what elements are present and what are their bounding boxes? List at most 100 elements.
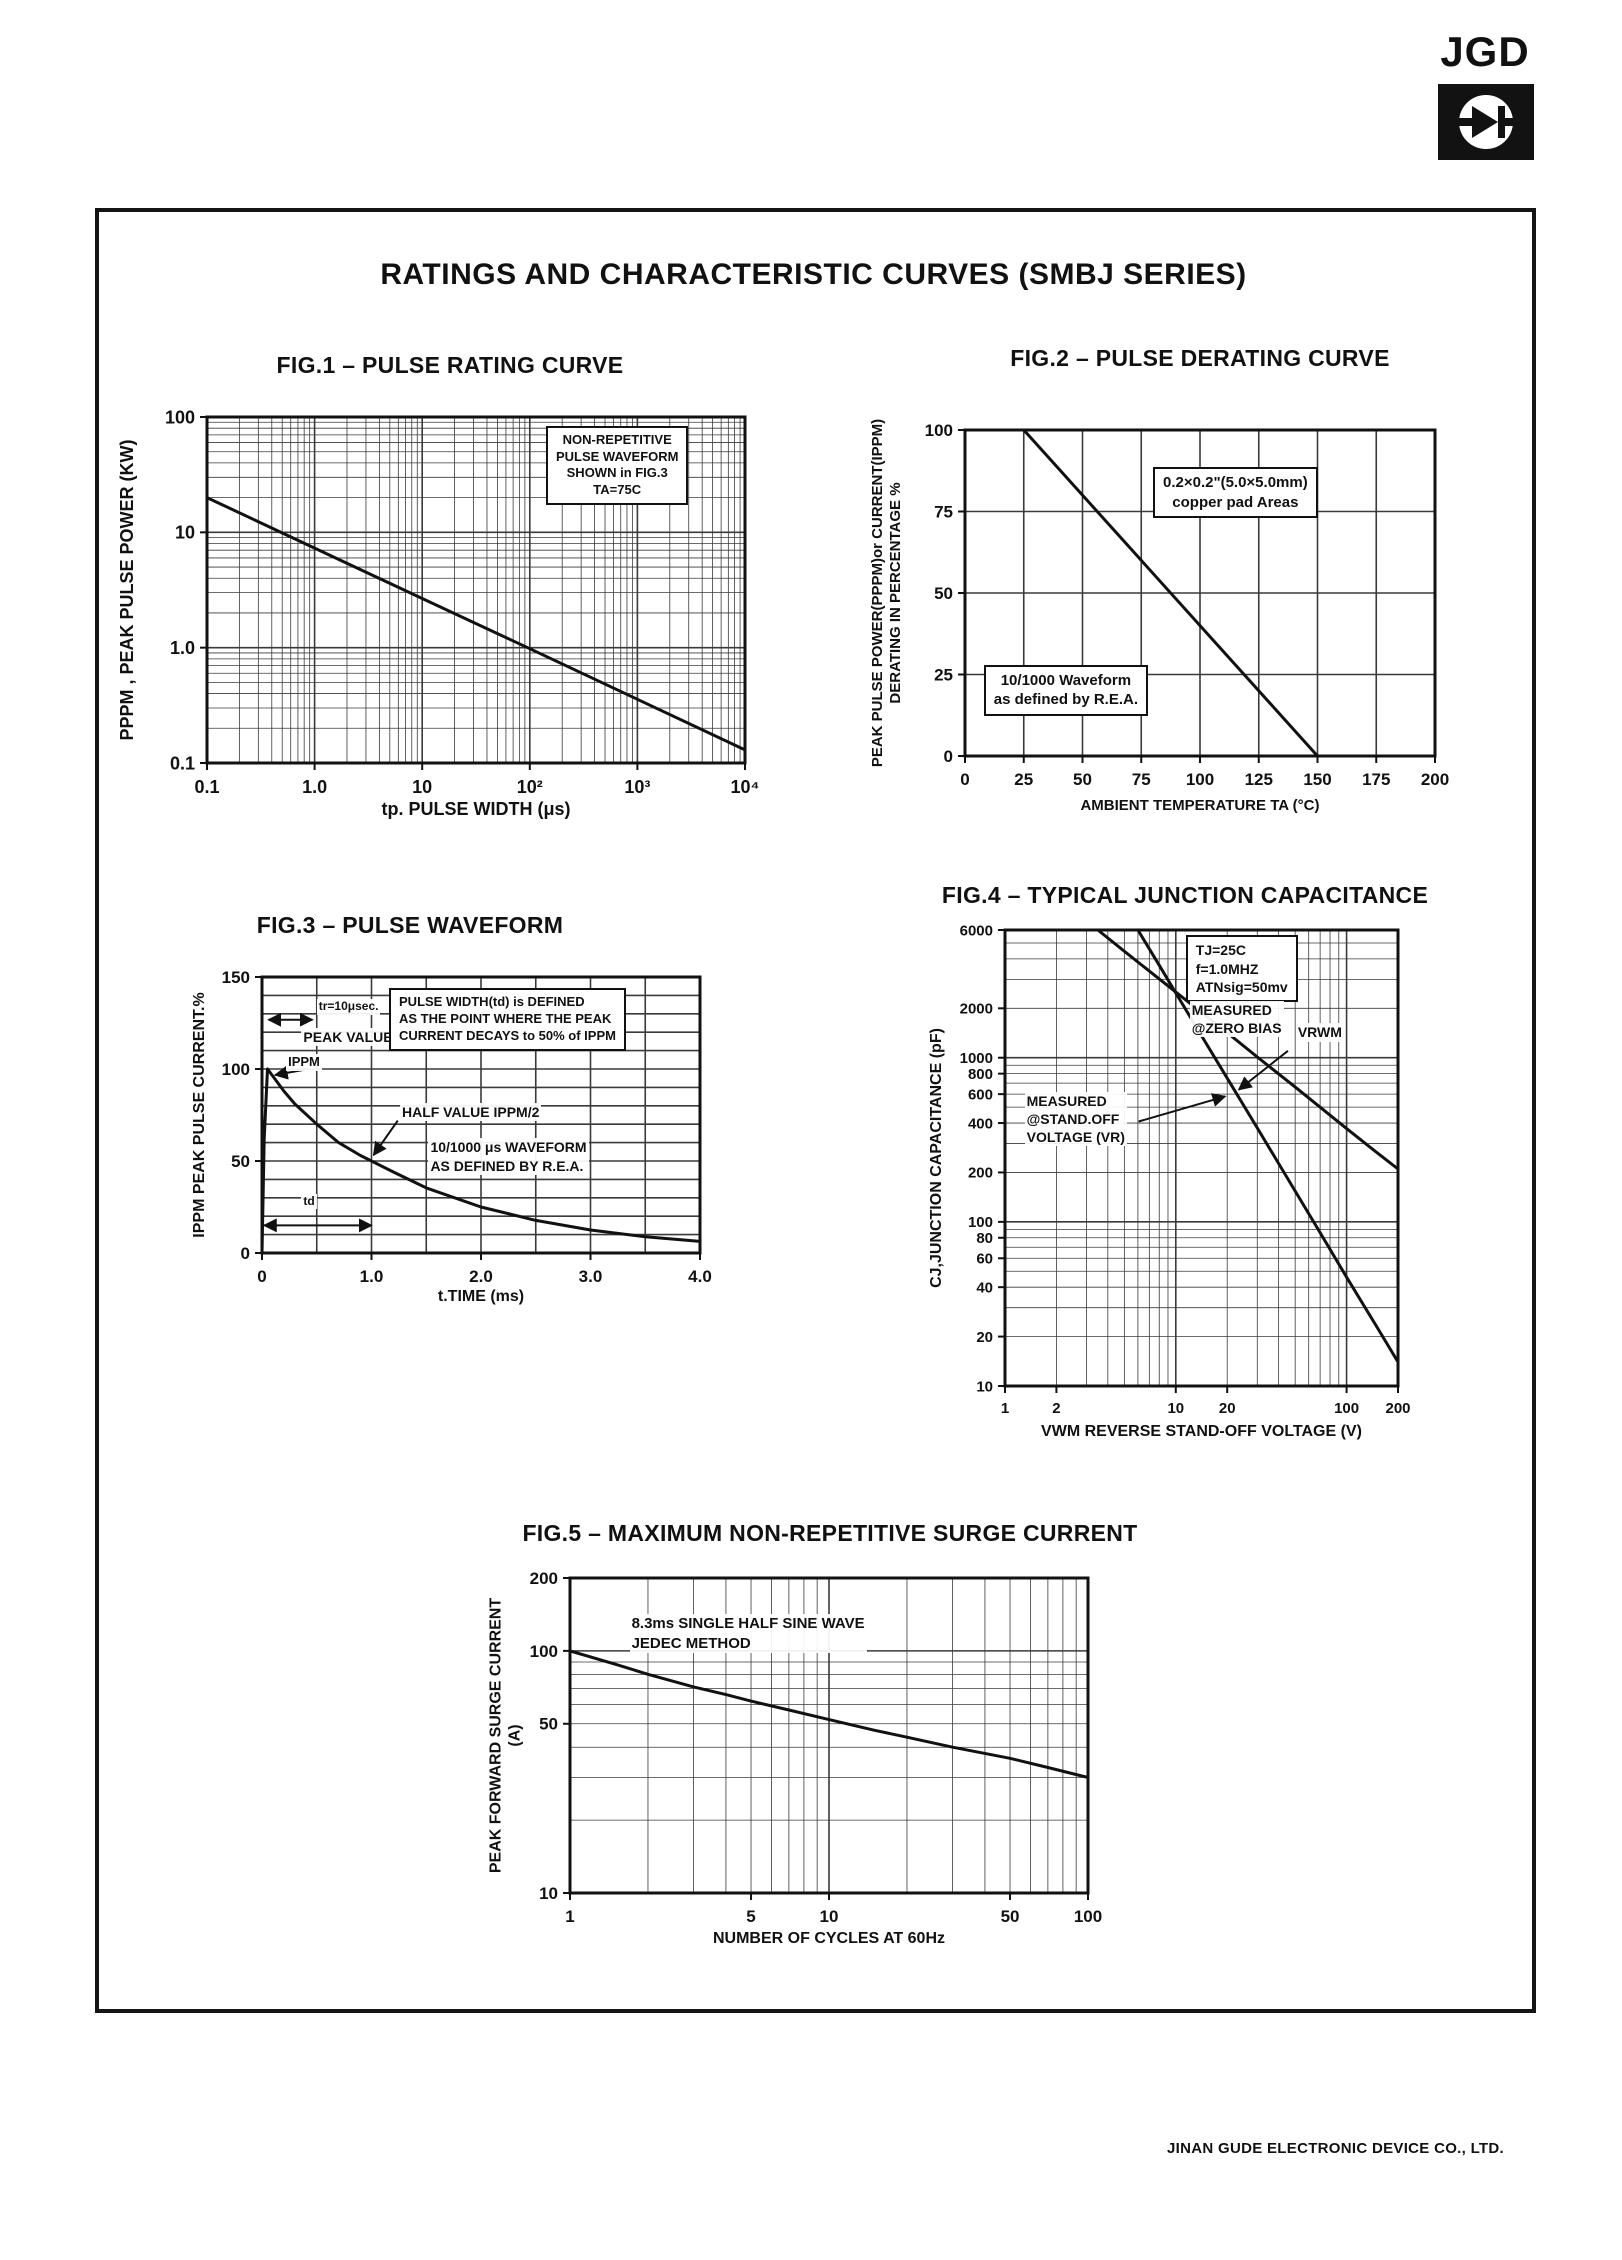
svg-text:10: 10 <box>976 1378 993 1395</box>
fig3: 0 1.0 2.0 3.0 4.0 0 50 100 150 t.TIME (ms) IPPM PE… <box>191 968 712 1305</box>
chart-annotation: IPPM <box>286 1054 322 1072</box>
grid <box>206 416 746 764</box>
fig5-annotations: 8.3ms SINGLE HALF SINE WAVE JEDEC METHOD <box>570 1578 1088 1893</box>
fig3-title: FIG.3 – PULSE WAVEFORM <box>256 912 564 938</box>
svg-text:20: 20 <box>1219 1400 1236 1417</box>
svg-text:200: 200 <box>1421 770 1449 789</box>
series-line <box>205 496 747 752</box>
y-axis-label: PEAK FORWARD SURGE CURRENT (A) <box>487 1598 523 1874</box>
plot-border <box>205 415 747 765</box>
fig4-annotations: TJ=25C f=1.0MHZ ATNsig=50mv MEASURED @ZER… <box>1005 930 1398 1386</box>
tick-labels: 0 1.0 2.0 3.0 4.0 0 50 100 150 <box>222 968 712 1286</box>
svg-text:10: 10 <box>175 523 195 543</box>
svg-text:100: 100 <box>925 421 953 440</box>
chart-annotation: PEAK VALUE <box>301 1028 395 1047</box>
footer-company-name: JINAN GUDE ELECTRONIC DEVICE CO., LTD. <box>1167 2140 1504 2157</box>
svg-text:50: 50 <box>1073 770 1092 789</box>
svg-text:1: 1 <box>1001 1400 1009 1417</box>
plot-border <box>1003 928 1400 1388</box>
svg-text:10³: 10³ <box>624 777 650 797</box>
x-axis-label: VWM REVERSE STAND-OFF VOLTAGE (V) <box>1041 1423 1362 1440</box>
svg-text:25: 25 <box>934 665 953 684</box>
chart-annotation: 10/1000 Waveform as defined by R.E.A. <box>983 664 1148 716</box>
svg-text:10: 10 <box>412 777 432 797</box>
svg-text:100: 100 <box>1334 1400 1359 1417</box>
y-axis-label: IPPM PEAK PULSE CURRENT.% <box>191 992 208 1237</box>
svg-text:80: 80 <box>976 1230 993 1247</box>
svg-text:100: 100 <box>1186 770 1214 789</box>
svg-text:150: 150 <box>222 968 250 987</box>
svg-text:125: 125 <box>1245 770 1273 789</box>
svg-text:0: 0 <box>944 747 953 766</box>
x-axis-label: AMBIENT TEMPERATURE TA (°C) <box>1080 797 1319 814</box>
series-line <box>260 1067 702 1255</box>
chart-annotation: 8.3ms SINGLE HALF SINE WAVE JEDEC METHOD <box>629 1614 867 1654</box>
svg-text:10: 10 <box>820 1907 839 1926</box>
svg-text:60: 60 <box>976 1251 993 1268</box>
series-line <box>1136 928 1400 1364</box>
svg-text:200: 200 <box>530 1569 558 1588</box>
fig2-annotations: 0.2×0.2"(5.0×5.0mm) copper pad Areas 10/1… <box>965 430 1435 756</box>
svg-text:0.1: 0.1 <box>194 777 219 797</box>
svg-text:25: 25 <box>1014 770 1033 789</box>
fig4-chart: 1 2 10 20 100 2001020406080100200400600800100… <box>928 922 1411 1440</box>
page-title: RATINGS AND CHARACTERISTIC CURVES (SMBJ … <box>380 258 1247 291</box>
arrows <box>262 1012 399 1233</box>
fig1-title: FIG.1 – PULSE RATING CURVE <box>276 352 624 378</box>
chart-annotation: 10/1000 μs WAVEFORM AS DEFINED BY R.E.A. <box>428 1138 589 1175</box>
svg-text:1000: 1000 <box>960 1050 993 1067</box>
svg-text:400: 400 <box>968 1115 993 1132</box>
series-line <box>568 1649 1090 1779</box>
tick-labels: 0 25 50 75 100 125 150 175 200 0 25 50 75 100 <box>925 421 1450 789</box>
svg-text:0: 0 <box>241 1244 250 1263</box>
fig4: 1 2 10 20 100 200 10 20 40 60 80 100 200 400 600 800 100… <box>928 922 1411 1440</box>
chart-annotation: MEASURED @STAND.OFF VOLTAGE (VR) <box>1024 1091 1127 1147</box>
chart-annotation: tr=10μsec. <box>316 999 381 1015</box>
svg-text:50: 50 <box>231 1152 250 1171</box>
svg-text:100: 100 <box>530 1642 558 1661</box>
svg-text:2000: 2000 <box>960 1001 993 1018</box>
y-axis-label: CJ,JUNCTION CAPACITANCE (pF) <box>928 1028 945 1288</box>
svg-text:0: 0 <box>960 770 969 789</box>
svg-text:2: 2 <box>1052 1400 1060 1417</box>
svg-text:75: 75 <box>1132 770 1151 789</box>
content-border <box>95 208 1536 2013</box>
chart-annotation: PULSE WIDTH(td) is DEFINED AS THE POINT … <box>389 988 626 1051</box>
chart-annotation: TJ=25C f=1.0MHZ ATNsig=50mv <box>1185 935 1298 1003</box>
svg-text:10: 10 <box>539 1884 558 1903</box>
brand-logo-text: JGD <box>1440 28 1530 75</box>
fig5: 1 5 10 50 100 10 50 100 200 NUMBER OF CYCLES AT 6… <box>487 1569 1102 1947</box>
x-axis-label: NUMBER OF CYCLES AT 60Hz <box>713 1930 945 1947</box>
chart-annotation: td <box>301 1193 317 1210</box>
series-line <box>1096 928 1400 1171</box>
chart-annotation: NON-REPETITIVE PULSE WAVEFORM SHOWN in F… <box>545 425 689 506</box>
tick-labels: 1 2 10 20 100 2001020406080100200400600800100… <box>960 922 1411 1417</box>
svg-text:100: 100 <box>165 407 195 427</box>
fig5-chart: 1 5 10 50 100 10 50 100 200 NUMBER OF CYCLES AT 6… <box>487 1569 1102 1947</box>
chart-annotation: HALF VALUE IPPM/2 <box>399 1102 542 1121</box>
series <box>260 1067 702 1255</box>
fig2: 0 25 50 75 100 125 150 175 200 0 25 50 75 100 AMBIENT … <box>869 419 1449 814</box>
series-line <box>1022 428 1319 758</box>
svg-text:175: 175 <box>1362 770 1390 789</box>
x-axis-label: t.TIME (ms) <box>438 1288 524 1305</box>
svg-text:600: 600 <box>968 1086 993 1103</box>
svg-text:10²: 10² <box>517 777 543 797</box>
series <box>568 1649 1090 1779</box>
svg-text:40: 40 <box>976 1279 993 1296</box>
svg-text:1: 1 <box>565 1907 574 1926</box>
svg-text:150: 150 <box>1303 770 1331 789</box>
svg-text:100: 100 <box>968 1214 993 1231</box>
brand-logo-icon <box>1438 84 1534 160</box>
svg-text:200: 200 <box>1385 1400 1410 1417</box>
svg-text:0.1: 0.1 <box>170 753 195 773</box>
svg-text:100: 100 <box>222 1060 250 1079</box>
arrows <box>1138 1050 1289 1123</box>
fig4-title: FIG.4 – TYPICAL JUNCTION CAPACITANCE <box>941 882 1429 908</box>
series <box>1096 928 1400 1364</box>
fig3-annotations: tr=10μsec. PEAK VALUE IPPM PULSE WIDTH(td) … <box>262 977 700 1253</box>
fig1-chart: 0.1 1.0 10 10² 10³ 10⁴ 0.1 1.0 10 100 tp. PULSE WI… <box>117 407 759 819</box>
svg-text:6000: 6000 <box>960 922 993 939</box>
y-axis-label: PPPM , PEAK PULSE POWER (KW) <box>117 439 137 740</box>
